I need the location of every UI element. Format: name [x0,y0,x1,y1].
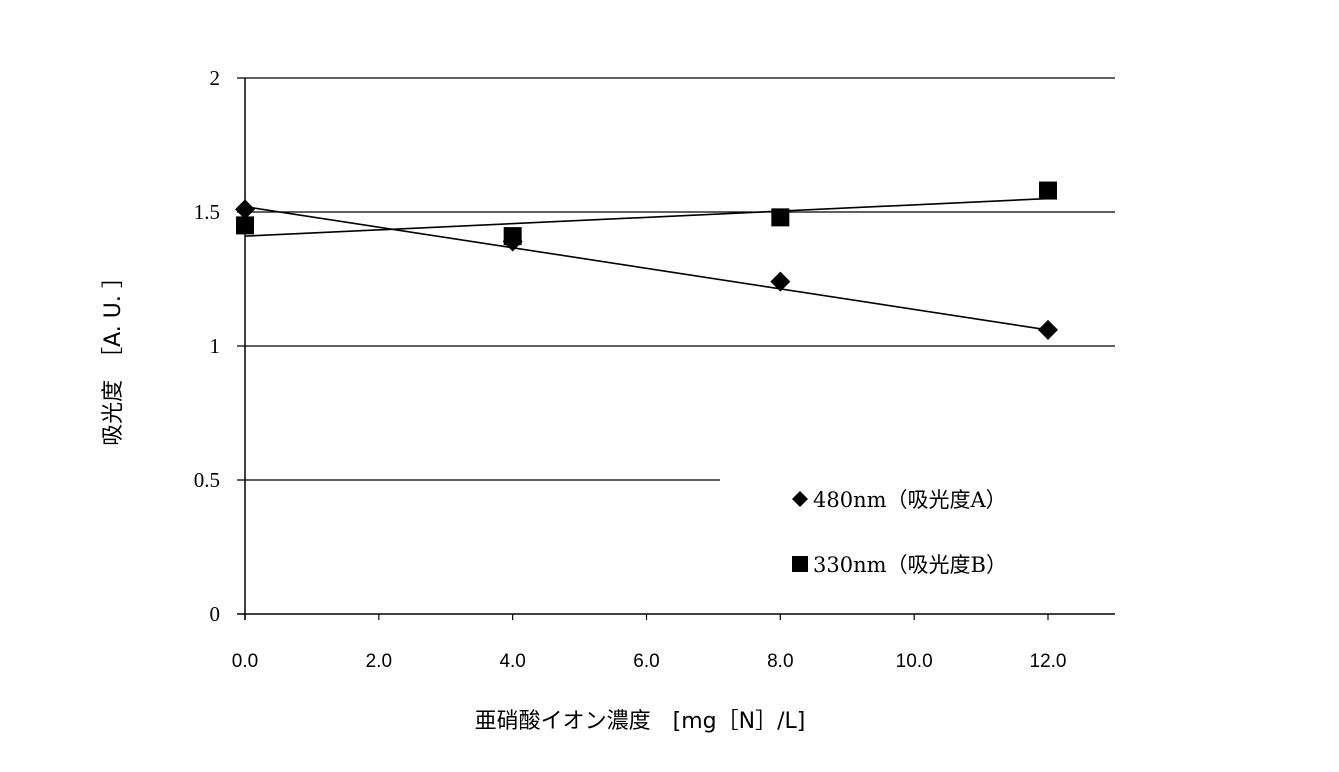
legend-label-330nm: 330nm（吸光度B） [813,553,1007,577]
y-tick-label: 2 [210,66,221,90]
square-marker-icon [771,208,790,227]
diamond-marker-icon [792,491,808,507]
y-tick-label: 1 [210,334,221,358]
x-tick-label: 12.0 [1030,651,1067,672]
x-tick-label: 4.0 [499,651,525,672]
trendline [244,205,1049,331]
legend-label-480nm: 480nm（吸光度A） [813,488,1007,512]
diamond-marker-icon [235,199,255,220]
legend-item-330nm: 330nm（吸光度B） [792,553,1007,577]
x-tick-label: 10.0 [896,651,933,672]
x-tick-label: 2.0 [366,651,392,672]
trendlines [244,197,1049,331]
square-marker-icon [1039,181,1057,200]
x-axis-ticks: 0.0 2.0 4.0 6.0 8.0 10.0 12.0 [232,614,1067,672]
x-tick-label: 0.0 [232,651,258,672]
y-tick-label: 1.5 [194,200,220,224]
square-marker-icon [792,556,808,572]
diamond-marker-icon [1038,319,1058,340]
legend-item-480nm: 480nm（吸光度A） [792,488,1007,512]
x-axis-title: 亜硝酸イオン濃度 [mg［N］/L] [475,709,806,734]
axes [237,78,1115,620]
y-axis-ticks: 0 0.5 1 1.5 2 [194,66,220,626]
square-marker-icon [503,227,522,246]
trendline [244,197,1049,237]
diamond-marker-icon [770,271,791,292]
x-tick-label: 6.0 [633,651,659,672]
square-marker-icon [236,216,254,235]
x-tick-label: 8.0 [767,651,793,672]
y-tick-label: 0 [210,602,221,626]
y-tick-label: 0.5 [194,468,220,492]
gridlines [237,77,1115,481]
data-markers [235,181,1058,340]
y-axis-title: 吸光度 ［A. U. ］ [101,266,126,446]
legend: 480nm（吸光度A） 330nm（吸光度B） [792,488,1007,577]
